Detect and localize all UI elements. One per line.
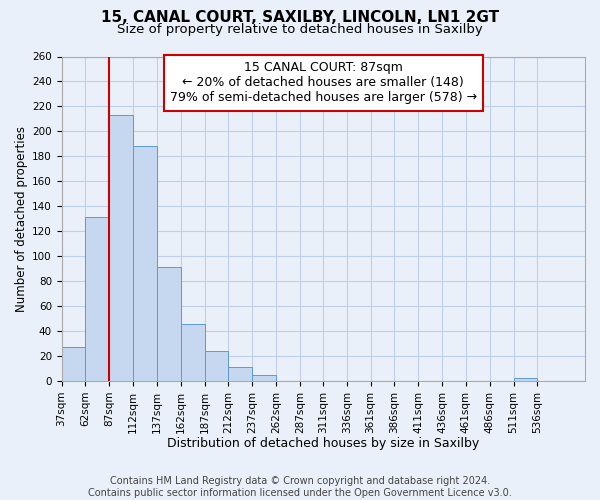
Bar [133,146,157,381]
Bar [157,268,181,381]
Text: Size of property relative to detached houses in Saxilby: Size of property relative to detached ho… [117,22,483,36]
Bar [252,374,276,381]
Y-axis label: Number of detached properties: Number of detached properties [15,126,28,312]
Text: Contains HM Land Registry data © Crown copyright and database right 2024.
Contai: Contains HM Land Registry data © Crown c… [88,476,512,498]
Bar [229,368,252,381]
Bar [109,115,133,381]
Bar [514,378,538,381]
Text: 15, CANAL COURT, SAXILBY, LINCOLN, LN1 2GT: 15, CANAL COURT, SAXILBY, LINCOLN, LN1 2… [101,10,499,25]
Bar [205,351,229,381]
Bar [62,348,85,381]
Text: 15 CANAL COURT: 87sqm
← 20% of detached houses are smaller (148)
79% of semi-det: 15 CANAL COURT: 87sqm ← 20% of detached … [170,62,477,104]
Bar [85,218,109,381]
X-axis label: Distribution of detached houses by size in Saxilby: Distribution of detached houses by size … [167,437,479,450]
Bar [181,324,205,381]
